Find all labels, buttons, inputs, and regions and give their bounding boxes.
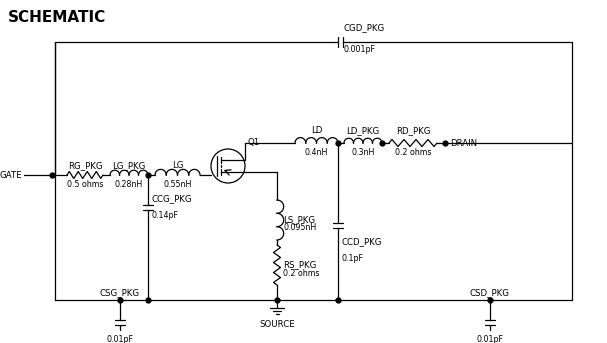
Text: 0.001pF: 0.001pF (343, 45, 375, 54)
Text: 0.14pF: 0.14pF (152, 212, 179, 221)
Text: CCD_PKG: CCD_PKG (342, 237, 382, 246)
Text: 0.1pF: 0.1pF (342, 254, 364, 263)
Text: GATE: GATE (0, 170, 22, 179)
Text: LG_PKG: LG_PKG (112, 161, 146, 170)
Text: CCG_PKG: CCG_PKG (152, 194, 192, 203)
Text: LD_PKG: LD_PKG (347, 126, 379, 135)
Text: LD: LD (311, 126, 322, 135)
Text: RG_PKG: RG_PKG (68, 161, 103, 170)
Text: CSG_PKG: CSG_PKG (100, 288, 140, 297)
Text: 0.2 ohms: 0.2 ohms (283, 269, 319, 277)
Text: 0.55nH: 0.55nH (163, 180, 192, 189)
Text: SOURCE: SOURCE (259, 320, 295, 329)
Text: LG: LG (172, 161, 183, 170)
Text: LS_PKG: LS_PKG (283, 215, 315, 225)
Text: 0.28nH: 0.28nH (115, 180, 143, 189)
Text: SCHEMATIC: SCHEMATIC (8, 10, 106, 25)
Text: 0.5 ohms: 0.5 ohms (67, 180, 103, 189)
Text: RS_PKG: RS_PKG (283, 260, 316, 270)
Text: 0.01pF: 0.01pF (106, 335, 134, 343)
Text: CSD_PKG: CSD_PKG (470, 288, 510, 297)
Text: 0.2 ohms: 0.2 ohms (395, 148, 431, 157)
Text: DRAIN: DRAIN (450, 139, 477, 147)
Text: 0.095nH: 0.095nH (283, 224, 316, 233)
Text: CGD_PKG: CGD_PKG (343, 23, 384, 32)
Text: RD_PKG: RD_PKG (396, 126, 430, 135)
Text: 0.3nH: 0.3nH (351, 148, 375, 157)
Text: Q1: Q1 (247, 138, 259, 147)
Text: 0.4nH: 0.4nH (305, 148, 328, 157)
Text: 0.01pF: 0.01pF (476, 335, 503, 343)
